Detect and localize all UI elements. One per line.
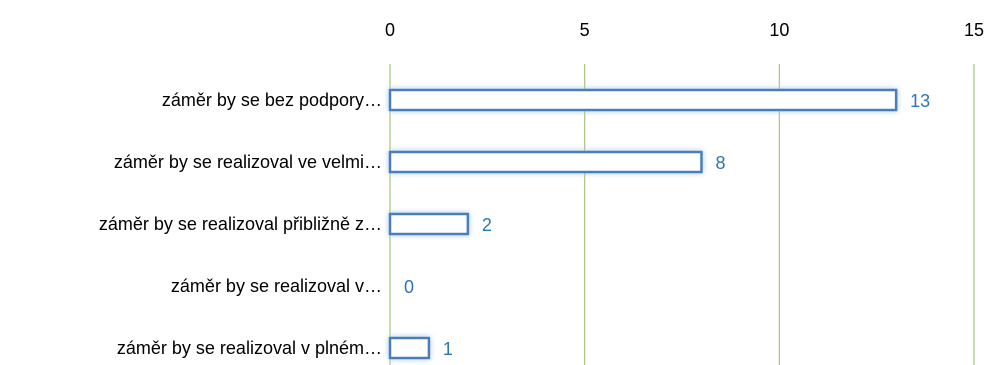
data-labels: 13 8 2 0 1 [404,91,930,359]
x-tick-label: 10 [769,20,789,40]
category-label: záměr by se realizoval ve velmi… [114,152,382,172]
category-label: záměr by se bez podpory… [162,90,382,110]
x-tick-label: 5 [580,20,590,40]
x-axis-ticks: 0 5 10 15 [385,20,984,40]
data-label: 1 [443,339,453,359]
x-tick-label: 15 [964,20,984,40]
bar [388,336,431,360]
bars [388,88,898,360]
category-labels: záměr by se bez podpory… záměr by se real… [99,90,382,358]
category-label: záměr by se realizoval v… [171,276,382,296]
category-label: záměr by se realizoval přibližně z… [99,214,382,234]
x-tick-label: 0 [385,20,395,40]
category-label: záměr by se realizoval v plném… [117,338,382,358]
bar [388,150,703,174]
data-label: 2 [482,215,492,235]
bar [388,88,898,112]
data-label: 13 [910,91,930,111]
data-label: 0 [404,277,414,297]
bar [388,212,470,236]
data-label: 8 [715,153,725,173]
